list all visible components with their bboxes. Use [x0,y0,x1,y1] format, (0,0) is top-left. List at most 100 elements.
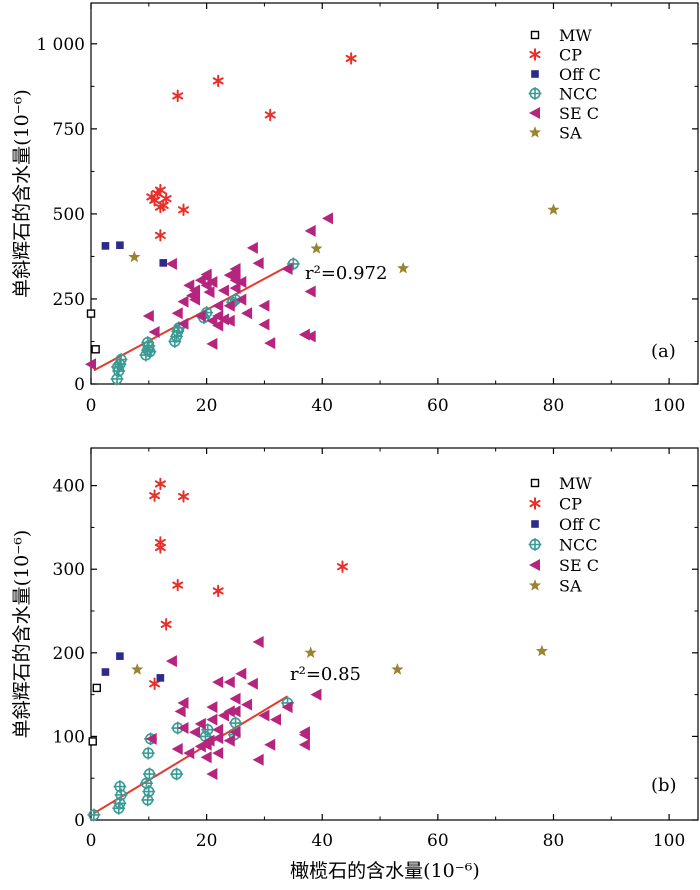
data-point [547,203,560,216]
legend-marker [528,579,542,591]
y-tick-label: 0 [74,811,85,831]
data-point [160,192,172,205]
data-point [229,726,241,739]
data-point [258,709,270,722]
data-point [281,263,293,276]
data-point [258,299,270,312]
legend-marker [529,497,541,510]
data-point [212,319,224,332]
data-point [172,578,184,592]
data-point [154,541,166,554]
plot-frame [90,447,699,821]
data-point [183,747,195,760]
legend-marker [529,107,540,119]
series-se-c [145,635,322,781]
data-point [241,307,253,320]
data-point [165,257,177,270]
data-point [298,728,310,741]
r-squared-annotation: r²=0.85 [290,664,361,685]
data-point [177,295,189,308]
data-point [336,560,348,573]
data-point [310,242,323,254]
legend-label: SE C [559,104,599,123]
x-tick-label: 20 [196,831,218,851]
data-point [264,738,276,751]
legend-marker [528,87,542,100]
data-point [206,701,218,714]
data-point [223,314,235,327]
legend-label: NCC [559,536,597,555]
data-point [131,663,144,675]
data-point [397,261,410,274]
data-point [281,701,293,714]
legend-label: CP [559,495,582,514]
x-tick-label: 40 [311,396,333,416]
data-point [200,751,212,764]
data-point [111,360,124,374]
series-se-c [85,212,334,371]
data-point [141,336,155,349]
series-off-c [101,652,165,682]
data-point [141,746,155,760]
data-point [116,652,124,660]
y-axis-title: 单斜辉石的含水量(10⁻⁶) [11,530,33,739]
data-point [258,318,270,331]
data-point [194,717,206,730]
legend-marker [530,478,540,488]
data-point [189,726,201,739]
legend-marker [531,520,539,528]
data-point [235,667,247,680]
data-point [177,317,189,330]
x-tick-label: 80 [543,831,565,851]
data-point [203,734,215,747]
legend-label: SA [559,124,582,143]
data-point [535,644,548,657]
legend-marker [529,48,541,61]
data-point [217,284,229,297]
data-point [252,635,264,648]
legend-label: CP [559,46,582,65]
data-point [206,713,218,726]
data-point [148,325,160,338]
data-point [246,677,258,690]
y-tick-label: 0 [74,375,85,395]
data-point [322,212,334,225]
data-point [203,286,215,299]
data-point [194,309,206,322]
data-point [183,279,195,292]
data-point [264,108,276,122]
series-cp [149,477,348,690]
legend-label: MW [559,26,592,45]
data-point [87,808,101,822]
series-ncc [110,257,300,386]
data-point [92,683,101,693]
data-point [212,747,224,760]
data-point [223,269,235,282]
y-tick-label: 1 000 [36,35,85,55]
data-point [170,767,183,781]
data-point [142,309,154,322]
data-point [298,738,310,751]
x-tick-label: 100 [653,396,685,416]
data-point [223,705,235,718]
data-point [229,705,241,718]
x-tick-label: 20 [196,396,218,416]
data-point [246,241,258,254]
legend-marker [530,30,540,40]
data-point [156,674,165,682]
data-point [165,655,177,668]
legend-label: SA [559,577,582,596]
x-tick-label: 0 [86,396,97,416]
data-point [101,668,110,676]
y-tick-label: 750 [53,120,85,140]
data-point [212,584,224,598]
data-point [86,309,96,318]
data-point [252,753,264,766]
y-axis-title: 单斜辉石的含水量(10⁻⁶) [11,89,33,298]
data-point [88,737,97,746]
data-point [160,618,172,631]
data-point [206,275,218,288]
data-point [154,477,166,491]
